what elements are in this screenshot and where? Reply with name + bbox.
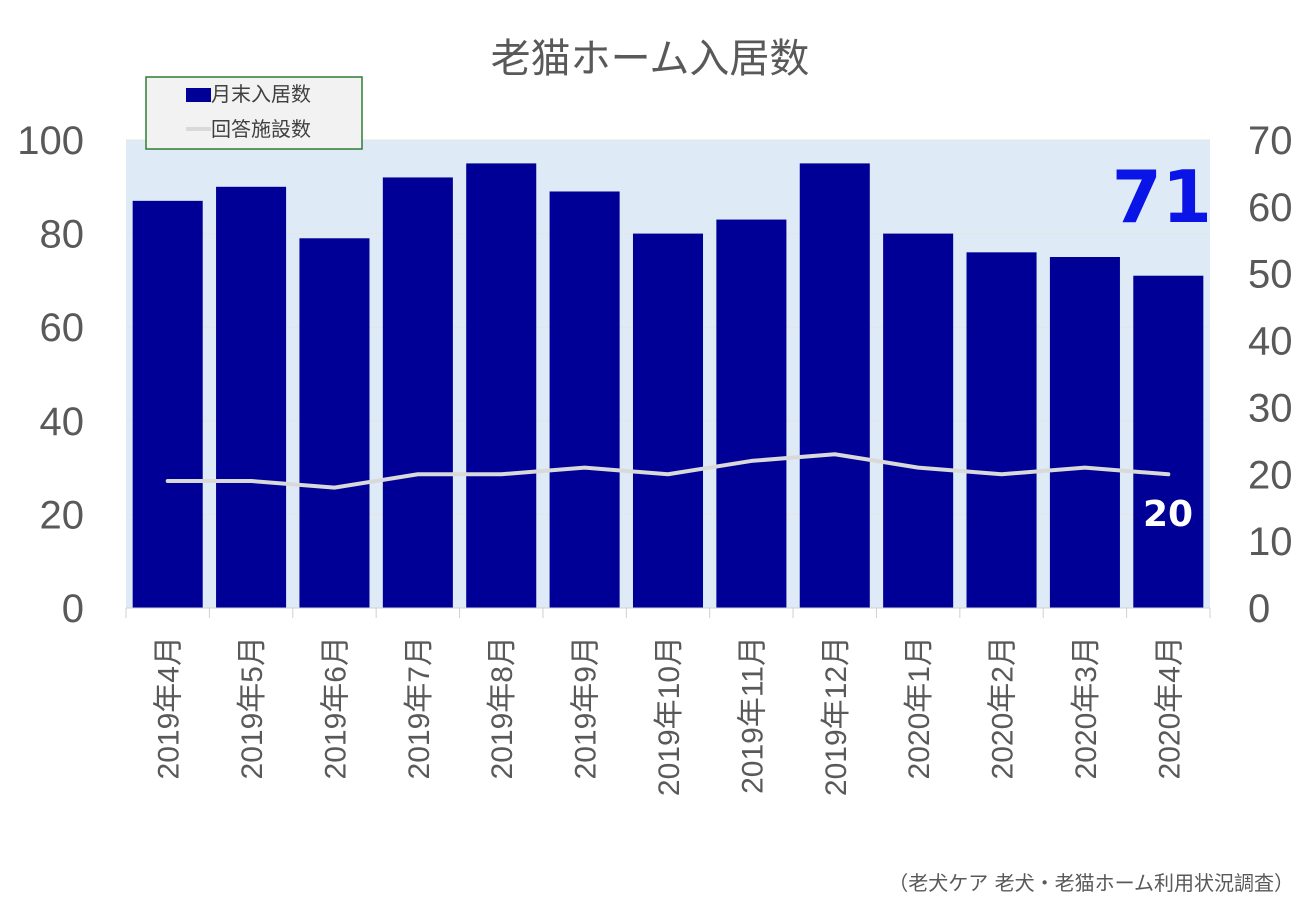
last-bar-value-label: 71 — [1112, 155, 1212, 239]
y-right-tick-label: 0 — [1248, 587, 1270, 631]
x-tick-label: 2019年12月 — [820, 636, 853, 796]
x-tick-label: 2019年11月 — [736, 636, 769, 794]
x-tick-label: 2019年6月 — [319, 636, 352, 779]
source-note: （老犬ケア 老犬・老猫ホーム利用状況調査） — [888, 871, 1294, 895]
y-right-tick-label: 30 — [1248, 386, 1293, 430]
y-right-tick-label: 40 — [1248, 320, 1293, 364]
y-left-tick-label: 60 — [40, 306, 85, 350]
bar — [132, 200, 203, 608]
y-left-tick-label: 0 — [62, 587, 84, 631]
x-tick-label: 2019年10月 — [653, 636, 686, 796]
chart-title: 老猫ホーム入居数 — [491, 36, 810, 82]
x-tick-label: 2019年9月 — [570, 636, 603, 779]
bar — [799, 163, 870, 608]
x-tick-label: 2019年4月 — [153, 636, 186, 779]
x-tick-label: 2020年3月 — [1070, 636, 1103, 779]
line-series — [165, 452, 1171, 490]
bar — [299, 238, 370, 608]
right-axis: 0 10 20 30 40 50 60 70 — [1248, 119, 1293, 631]
x-tick-label: 2019年8月 — [486, 636, 519, 779]
y-left-tick-label: 100 — [17, 119, 84, 163]
y-right-tick-label: 20 — [1248, 453, 1293, 497]
bar — [549, 191, 620, 609]
y-right-tick-label: 50 — [1248, 253, 1293, 297]
bar — [216, 186, 287, 609]
bar — [1133, 275, 1204, 608]
y-right-tick-label: 70 — [1248, 119, 1293, 163]
last-line-value-label: 20 — [1143, 494, 1193, 535]
bar — [966, 252, 1037, 608]
bar — [382, 177, 453, 608]
bar — [466, 163, 537, 608]
y-left-tick-label: 80 — [40, 213, 85, 257]
bar — [1049, 257, 1120, 608]
y-left-tick-label: 40 — [40, 400, 85, 444]
x-axis: 2019年4月 2019年5月 2019年6月 2019年7月 2019年8月 2019年… — [125, 607, 1211, 796]
legend-box — [145, 76, 363, 150]
x-tick-label: 2019年7月 — [403, 636, 436, 779]
legend-bar-label: 月末入居数 — [211, 82, 311, 106]
x-tick-label: 2020年2月 — [987, 636, 1020, 779]
bar — [883, 233, 954, 608]
legend-bar-swatch — [186, 88, 211, 102]
y-left-tick-label: 20 — [40, 493, 85, 537]
left-axis: 0 20 40 60 80 100 — [17, 119, 84, 631]
bar — [716, 219, 787, 608]
legend: 月末入居数 回答施設数 — [145, 76, 363, 150]
x-tick-label: 2020年1月 — [903, 636, 936, 779]
x-tick-label: 2019年5月 — [236, 636, 269, 779]
x-tick-label: 2020年4月 — [1153, 636, 1186, 779]
series-line — [165, 452, 1171, 490]
y-right-tick-label: 60 — [1248, 186, 1293, 230]
legend-line-label: 回答施設数 — [211, 117, 311, 141]
bar — [632, 233, 704, 608]
bar-series — [132, 163, 1204, 609]
y-right-tick-label: 10 — [1248, 520, 1293, 564]
